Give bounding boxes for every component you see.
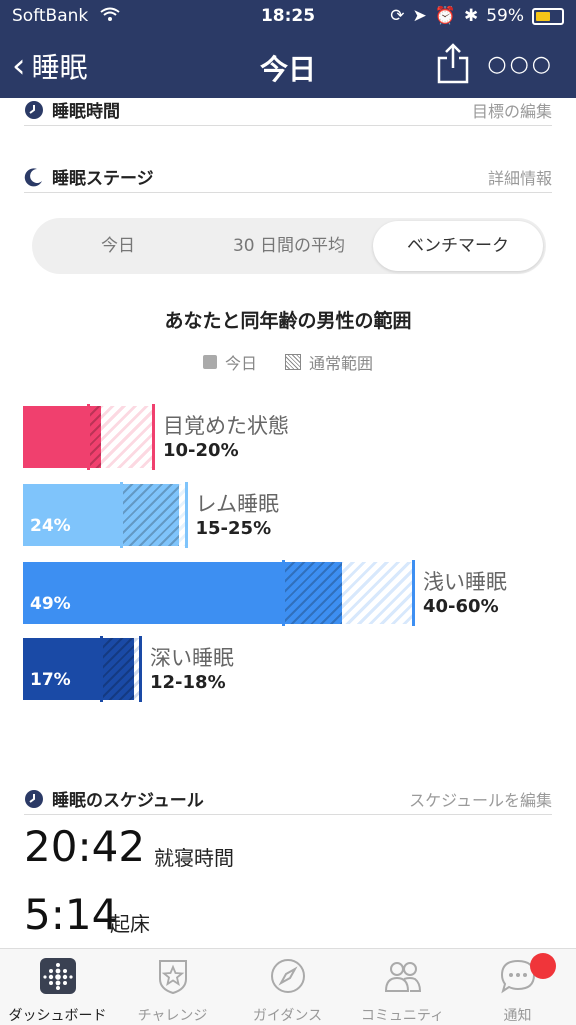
stage-pct-label: 49% bbox=[30, 594, 71, 614]
back-button[interactable]: ‹ 睡眠 bbox=[12, 46, 88, 86]
tab-today[interactable]: 今日 bbox=[101, 236, 135, 256]
sleep-stages-label: 睡眠ステージ bbox=[52, 169, 154, 189]
bedtime-value: 20:42 bbox=[24, 822, 146, 871]
benchmark-title: あなたと同年齢の男性の範囲 bbox=[164, 310, 412, 332]
stage-name: 浅い睡眠 bbox=[423, 570, 507, 594]
tab-bar: ダッシュボード チャレンジ ガイダンス コミュニティ 通知 bbox=[0, 948, 576, 1025]
legend-solid-swatch bbox=[202, 355, 217, 369]
stage-pct-label: 24% bbox=[30, 516, 71, 536]
battery-percent: 59% bbox=[486, 6, 524, 26]
stage-range-text: 40-60% bbox=[423, 596, 499, 617]
stage-range-boundary bbox=[100, 636, 103, 702]
sleep-time-row[interactable]: 睡眠時間 目標の編集 bbox=[24, 97, 552, 122]
location-icon: ➤ bbox=[412, 6, 427, 26]
stage-range-text: 10-20% bbox=[163, 440, 239, 461]
stage-name: 目覚めた状態 bbox=[163, 414, 289, 438]
details-link[interactable]: 詳細情報 bbox=[487, 168, 552, 188]
stage-name: レム睡眠 bbox=[195, 492, 280, 516]
schedule-label: 睡眠のスケジュール bbox=[52, 791, 204, 811]
lock-rotation-icon: ⟳ bbox=[390, 6, 405, 26]
stage-range-text: 12-18% bbox=[150, 672, 226, 693]
share-icon[interactable] bbox=[436, 42, 470, 84]
bedtime-label: 就寝時間 bbox=[154, 846, 234, 870]
tab-challenges-label: チャレンジ bbox=[137, 1008, 208, 1024]
sleep-stages-row: 睡眠ステージ 詳細情報 bbox=[24, 164, 552, 189]
stage-name: 深い睡眠 bbox=[150, 646, 234, 670]
wifi-icon bbox=[100, 7, 120, 21]
legend-today: 今日 bbox=[202, 350, 257, 374]
stage-bar bbox=[23, 562, 342, 624]
compass-icon bbox=[270, 959, 305, 993]
header: SoftBank 18:25 ⟳ ➤ ⏰ ✱ 59% ‹ 睡眠 今日 ○ bbox=[0, 0, 576, 98]
stage-bar bbox=[23, 484, 179, 546]
sleep-time-label: 睡眠時間 bbox=[52, 102, 120, 122]
stage-range-boundary bbox=[282, 560, 285, 626]
segmented-control: 今日 30 日間の平均 ベンチマーク bbox=[32, 218, 546, 274]
wake-value: 5:14 bbox=[24, 890, 119, 939]
stage-range-boundary bbox=[152, 404, 155, 470]
wake-label: 起床 bbox=[110, 912, 150, 936]
nav-bar: ‹ 睡眠 今日 ○○○ bbox=[0, 42, 576, 88]
edit-schedule-link[interactable]: スケジュールを編集 bbox=[409, 790, 552, 810]
stage-bar bbox=[23, 638, 134, 700]
stage-overlap-hatch bbox=[283, 562, 342, 624]
clock-icon bbox=[25, 100, 43, 119]
tab-30-day-average[interactable]: 30 日間の平均 bbox=[232, 236, 346, 256]
tab-community[interactable]: コミュニティ bbox=[345, 957, 460, 1025]
tab-benchmark[interactable]: ベンチマーク bbox=[373, 221, 543, 271]
edit-goal-link[interactable]: 目標の編集 bbox=[471, 101, 552, 121]
tab-guidance-label: ガイダンス bbox=[252, 1008, 323, 1024]
stage-range-boundary bbox=[139, 636, 142, 702]
stage-range-boundary bbox=[87, 404, 90, 470]
schedule-row: 睡眠のスケジュール スケジュールを編集 bbox=[24, 786, 552, 811]
back-label: 睡眠 bbox=[31, 51, 88, 84]
more-icon[interactable]: ○○○ bbox=[487, 52, 554, 77]
status-right: ⟳ ➤ ⏰ ✱ 59% bbox=[390, 6, 564, 26]
tab-dashboard-label: ダッシュボード bbox=[8, 1008, 107, 1024]
dashboard-icon bbox=[39, 958, 76, 994]
legend-hatch-swatch bbox=[285, 354, 301, 370]
community-people-icon bbox=[384, 962, 421, 992]
legend: 今日 通常範囲 bbox=[0, 350, 576, 374]
divider bbox=[24, 192, 552, 193]
tab-guidance[interactable]: ガイダンス bbox=[230, 957, 345, 1025]
challenge-star-icon bbox=[158, 960, 187, 995]
legend-range-label: 通常範囲 bbox=[309, 354, 374, 373]
moon-icon bbox=[24, 167, 42, 186]
stage-range-text: 15-25% bbox=[195, 518, 272, 539]
clock: 18:25 bbox=[260, 6, 316, 26]
legend-range: 通常範囲 bbox=[285, 350, 373, 374]
stage-range-boundary bbox=[412, 560, 415, 626]
status-bar: SoftBank 18:25 ⟳ ➤ ⏰ ✱ 59% bbox=[0, 6, 576, 28]
alarm-icon: ⏰ bbox=[434, 6, 456, 26]
stage-range-boundary bbox=[119, 482, 123, 548]
stage-overlap-hatch bbox=[120, 484, 179, 546]
tab-notifications-label: 通知 bbox=[503, 1008, 532, 1024]
page-title: 今日 bbox=[259, 53, 316, 86]
clock-icon bbox=[25, 789, 43, 808]
tab-dashboard[interactable]: ダッシュボード bbox=[0, 957, 115, 1025]
tab-challenges[interactable]: チャレンジ bbox=[115, 957, 230, 1025]
bluetooth-icon: ✱ bbox=[463, 6, 479, 26]
divider bbox=[24, 125, 552, 126]
legend-today-label: 今日 bbox=[224, 354, 257, 373]
chevron-left-icon: ‹ bbox=[12, 46, 26, 86]
battery-icon bbox=[532, 7, 564, 25]
carrier-label: SoftBank bbox=[12, 6, 120, 26]
stage-overlap-hatch bbox=[101, 638, 134, 700]
divider bbox=[24, 814, 552, 815]
tab-notifications[interactable]: 通知 bbox=[460, 957, 575, 1025]
stage-overlap-hatch bbox=[88, 406, 101, 468]
tab-community-label: コミュニティ bbox=[360, 1008, 445, 1024]
stage-pct-label: 17% bbox=[30, 670, 71, 690]
notification-badge bbox=[530, 953, 556, 979]
stage-range-boundary bbox=[184, 482, 188, 548]
